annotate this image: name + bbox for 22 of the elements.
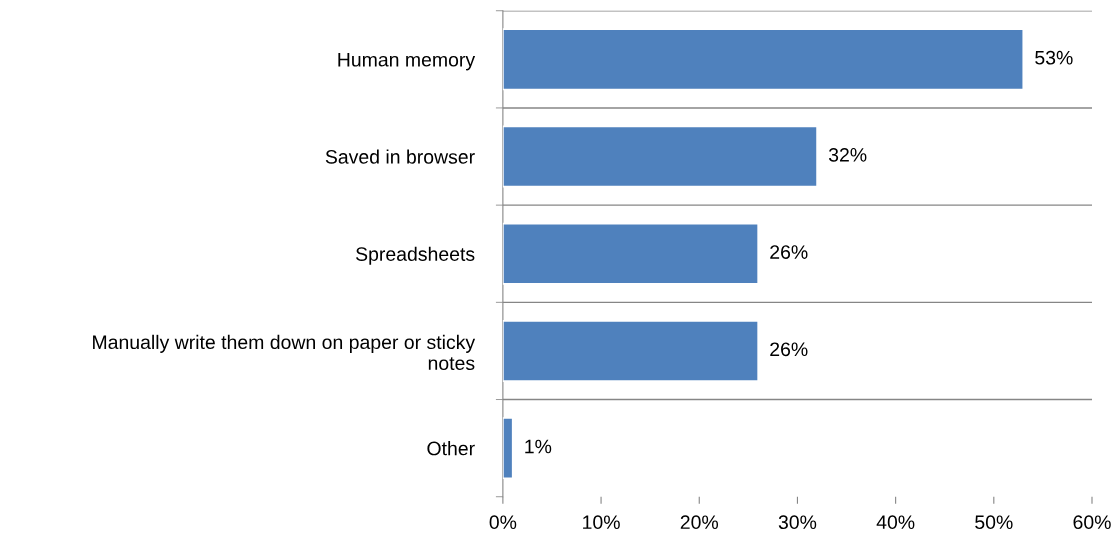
y-tick-label: Human memory bbox=[338, 53, 476, 71]
x-tick-label: 50% bbox=[975, 515, 1013, 530]
x-tick-label: 60% bbox=[1073, 515, 1111, 530]
data-label: 26% bbox=[770, 245, 808, 259]
x-tick-label: 0% bbox=[489, 515, 517, 530]
bar bbox=[502, 319, 760, 382]
bar bbox=[502, 125, 818, 188]
y-tick-label: Manually write them down on paper or sticky notes bbox=[93, 334, 476, 371]
data-label: 26% bbox=[770, 342, 808, 357]
data-label: 1% bbox=[525, 439, 552, 454]
x-tick-label: 10% bbox=[583, 515, 620, 530]
y-tick-label: Other bbox=[427, 441, 475, 456]
data-label: 53% bbox=[1035, 50, 1073, 65]
y-tick-label: Saved in browser bbox=[325, 149, 475, 164]
bar bbox=[502, 222, 760, 285]
bar bbox=[502, 28, 1025, 91]
bar bbox=[502, 417, 514, 480]
x-tick-label: 30% bbox=[778, 515, 817, 530]
x-tick-label: 20% bbox=[680, 515, 719, 530]
y-tick-label: Spreadsheets bbox=[356, 246, 475, 265]
x-tick-label: 40% bbox=[876, 515, 915, 530]
data-label: 32% bbox=[828, 147, 867, 162]
